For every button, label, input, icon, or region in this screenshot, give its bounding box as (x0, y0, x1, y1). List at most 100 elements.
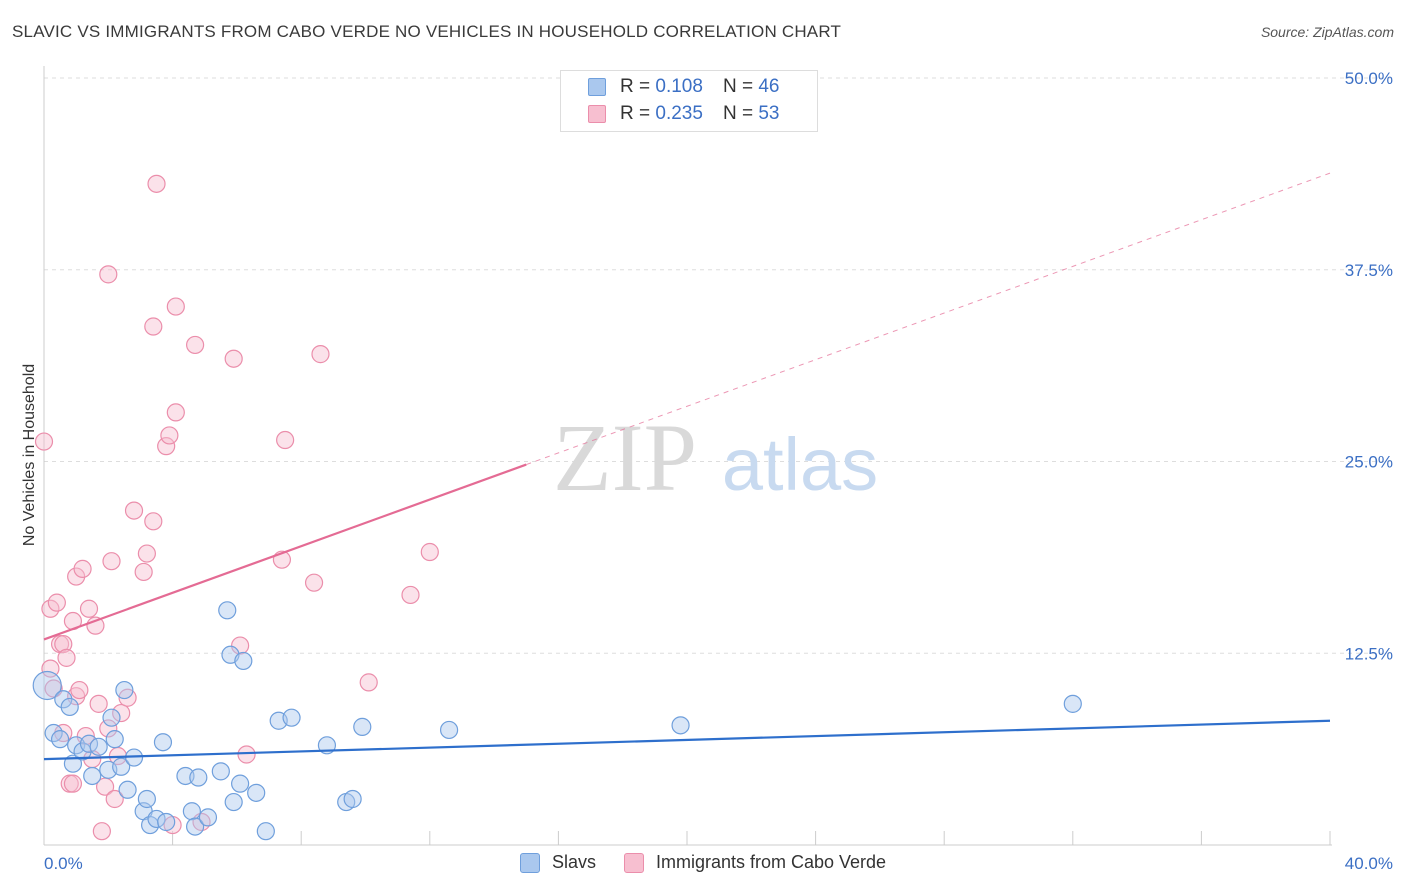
slavs-point (89, 737, 108, 756)
cabo-trend-line (43, 463, 527, 641)
cabo-point (134, 562, 153, 582)
cabo-point (401, 585, 420, 605)
slavs-point (234, 651, 253, 671)
legend-n-label: N = (722, 103, 754, 124)
slavs-point (137, 789, 156, 809)
legend-r-value: 0.108 (655, 76, 703, 97)
slavs-point (102, 708, 121, 727)
slavs-point (83, 766, 102, 786)
slavs-point (50, 730, 70, 749)
cabo-point (359, 673, 378, 692)
slavs-point (671, 716, 690, 735)
cabo-point (420, 542, 439, 562)
slavs-point (182, 802, 201, 821)
cabo-point (34, 432, 54, 451)
cabo-point (231, 636, 250, 655)
slavs-point (157, 812, 176, 832)
slavs-point (115, 680, 134, 700)
watermark: ZIP atlas (553, 404, 878, 511)
y-tick-label: 25.0% (1345, 453, 1393, 472)
tick-labels-layer: 12.5% 25.0% 37.5% 50.0% 0.0% 40.0% (44, 69, 1393, 873)
slavs-point (112, 757, 131, 776)
slavs-point (198, 808, 218, 827)
cabo-point (166, 297, 185, 316)
source-label: Source: ZipAtlas.com (1260, 24, 1394, 40)
cabo-point (112, 703, 131, 723)
cabo-point (57, 648, 76, 667)
legend-n-value: 46 (758, 76, 780, 97)
cabo-point (124, 501, 144, 520)
slavs-point (224, 792, 243, 812)
slavs-point (256, 822, 275, 841)
bottom-legend-cabo: Immigrants from Cabo Verde (623, 852, 887, 873)
chart-title: SLAVIC VS IMMIGRANTS FROM CABO VERDE NO … (12, 22, 842, 41)
cabo-point (89, 694, 108, 713)
cabo-point (99, 719, 118, 738)
cabo-point (79, 599, 99, 618)
y-tick-label: 50.0% (1345, 69, 1393, 88)
legend-row-slavs: R = 0.108 N = 46 (561, 74, 779, 100)
slavs-point (60, 697, 79, 717)
cabo-point (160, 426, 179, 445)
slavs-swatch (588, 78, 606, 96)
cabo-point (92, 822, 111, 841)
legend-n-label: N = (722, 76, 754, 97)
cabo-point (304, 573, 324, 592)
legend-row-cabo: R = 0.235 N = 53 (561, 101, 779, 127)
slavs-point (1063, 694, 1082, 713)
cabo-point (102, 552, 121, 571)
slavs-point (353, 717, 372, 736)
stats-legend: R = 0.108 N = 46 R = 0.235 N = 53 (560, 70, 818, 132)
bottom-legend-slavs-label: Slavs (551, 852, 596, 872)
grid-layer (44, 77, 1392, 654)
cabo-point (166, 403, 185, 422)
cabo-point (186, 335, 205, 355)
slavs-point (32, 670, 62, 701)
bottom-legend: Slavs Immigrants from Cabo Verde (0, 852, 1406, 873)
cabo-point (144, 317, 163, 336)
cabo-point (105, 789, 124, 809)
slavs-points-layer (32, 601, 1082, 841)
cabo-trend-extension (526, 172, 1331, 466)
slavs-point (118, 780, 137, 799)
x-tick-label: 40.0% (1345, 854, 1393, 873)
y-tick-label: 37.5% (1345, 261, 1393, 280)
legend-n-value: 53 (758, 103, 780, 124)
cabo-swatch (588, 105, 606, 123)
slavs-point (231, 774, 250, 793)
slavs-trend-line (43, 719, 1331, 761)
slavs-point (211, 762, 230, 781)
slavs-point (282, 708, 301, 727)
cabo-point (311, 345, 330, 364)
cabo-point (137, 544, 156, 563)
cabo-point (47, 593, 66, 612)
legend-r-label: R = (620, 103, 651, 124)
slavs-point (189, 768, 208, 787)
cabo-point (237, 745, 256, 764)
slavs-point (343, 789, 362, 809)
slavs-point (218, 601, 237, 620)
cabo-point (276, 430, 295, 450)
slavs-legend-swatch (519, 852, 540, 873)
trend-layer (43, 172, 1331, 761)
legend-r-value: 0.235 (655, 103, 703, 124)
y-tick-label: 12.5% (1345, 644, 1393, 663)
cabo-point (73, 559, 92, 578)
cabo-point (147, 174, 166, 193)
slavs-point (439, 720, 459, 740)
cabo-point (63, 774, 83, 793)
slavs-point (105, 730, 124, 749)
cabo-point (224, 349, 243, 368)
legend-r-label: R = (620, 76, 651, 97)
cabo-point (41, 659, 60, 678)
cabo-legend-swatch (623, 852, 644, 873)
watermark-zip: ZIP (553, 404, 697, 511)
cabo-point (70, 680, 89, 700)
slavs-point (186, 817, 205, 836)
watermark-atlas: atlas (722, 423, 878, 506)
bottom-legend-cabo-label: Immigrants from Cabo Verde (655, 852, 887, 872)
cabo-point (144, 512, 163, 531)
slavs-point (153, 733, 173, 752)
cabo-point (157, 437, 176, 456)
